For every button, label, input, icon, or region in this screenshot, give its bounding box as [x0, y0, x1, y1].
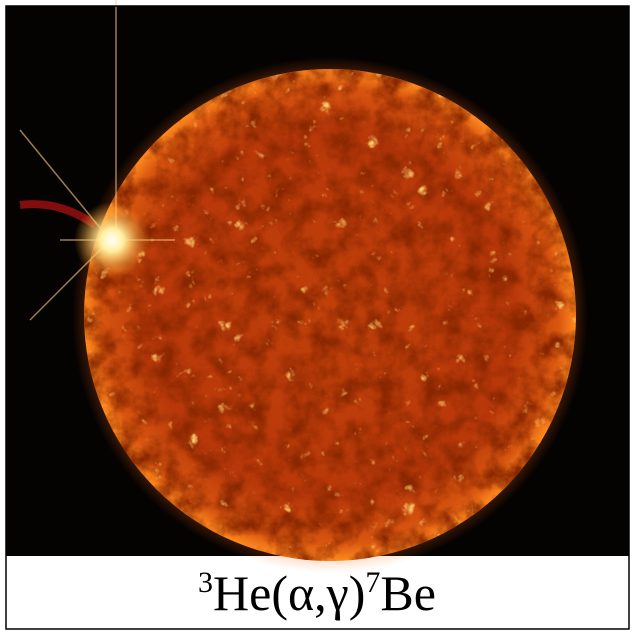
caption-reaction: (α,γ)	[271, 565, 365, 621]
caption-element-a: He	[213, 565, 271, 621]
caption-mass-b: 7	[365, 566, 380, 599]
caption: 3He(α,γ)7Be	[198, 565, 436, 621]
frame	[5, 5, 630, 630]
caption-element-b: Be	[380, 565, 436, 621]
solar-flare	[74, 202, 150, 278]
sun-texture	[84, 69, 576, 561]
caption-mass-a: 3	[198, 566, 213, 599]
